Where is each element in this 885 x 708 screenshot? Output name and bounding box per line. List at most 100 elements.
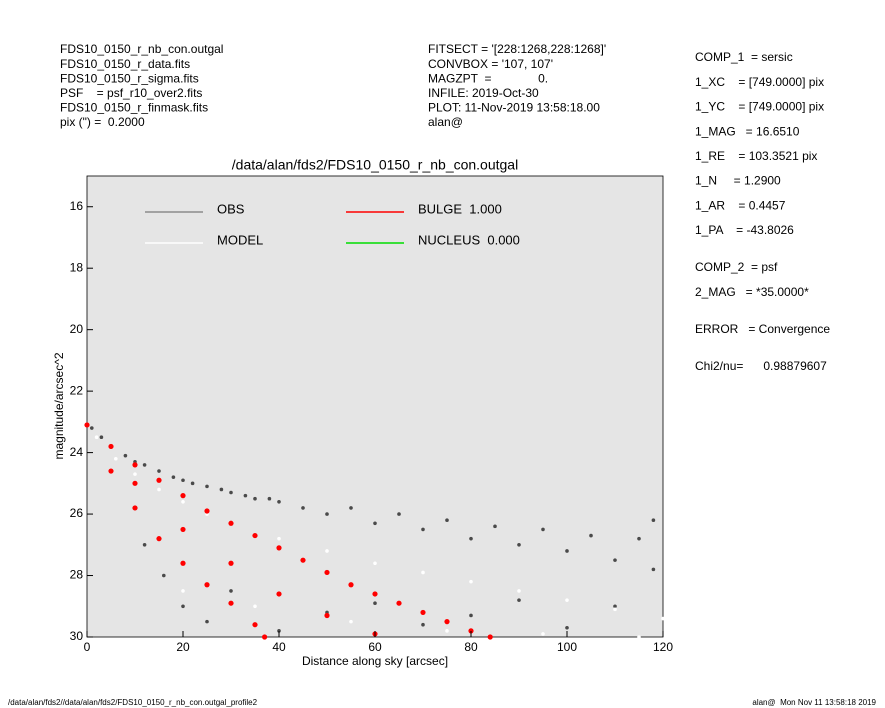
data-point: [276, 591, 282, 597]
data-point: [108, 443, 114, 450]
data-point: [133, 472, 137, 476]
data-point: [651, 518, 656, 523]
data-point: [325, 512, 329, 516]
data-point: [253, 604, 257, 609]
data-point: [171, 475, 176, 479]
fit-parameter: 1_AR = 0.4457: [695, 198, 786, 212]
header-left-line: FDS10_0150_r_nb_con.outgal: [60, 42, 223, 56]
data-point: [181, 499, 185, 504]
data-point: [181, 604, 185, 609]
legend-label: NUCLEUS 0.000: [418, 232, 520, 247]
data-point: [142, 543, 147, 547]
data-point: [613, 607, 617, 612]
data-point: [181, 589, 185, 593]
data-point: [253, 496, 257, 501]
data-points: [84, 422, 665, 640]
data-point: [132, 462, 138, 468]
data-point: [84, 422, 90, 428]
data-point: [262, 634, 268, 640]
fit-parameter: ERROR = Convergence: [695, 322, 830, 336]
data-point: [349, 619, 353, 624]
data-point: [114, 456, 118, 461]
data-point: [301, 506, 305, 510]
data-point: [228, 600, 234, 606]
fit-parameter: 1_MAG = 16.6510: [695, 124, 800, 138]
data-point: [228, 520, 234, 526]
header-mid-line: CONVBOX = '107, 107': [428, 57, 553, 71]
data-point: [94, 435, 99, 440]
data-point: [493, 524, 497, 529]
data-point: [229, 589, 233, 593]
data-point: [541, 632, 545, 636]
data-point: [445, 629, 449, 633]
y-tick-label: 20: [70, 322, 84, 336]
fit-parameter: 1_RE = 103.3521 pix: [695, 149, 817, 163]
data-point: [469, 536, 473, 541]
data-point: [396, 600, 402, 606]
data-point: [613, 558, 617, 562]
chart-title: /data/alan/fds2/FDS10_0150_r_nb_con.outg…: [232, 157, 518, 173]
fit-parameter: Chi2/nu= 0.98879607: [695, 359, 827, 373]
x-tick-label: 80: [464, 640, 478, 654]
header-left-line: FDS10_0150_r_finmask.fits: [60, 101, 208, 115]
data-point: [517, 589, 521, 593]
data-point: [661, 616, 665, 621]
data-point: [162, 573, 166, 578]
x-tick-label: 100: [557, 640, 577, 654]
y-tick-label: 30: [70, 629, 84, 643]
fit-parameter: 2_MAG = *35.0000*: [695, 285, 809, 299]
x-tick-label: 40: [272, 640, 286, 654]
data-point: [180, 526, 186, 533]
data-point: [325, 549, 329, 553]
data-point: [373, 521, 377, 526]
data-point: [469, 579, 473, 584]
data-point: [229, 490, 233, 495]
header-left-line: FDS10_0150_r_data.fits: [60, 57, 190, 71]
header-left-line: FDS10_0150_r_sigma.fits: [60, 71, 199, 85]
data-point: [180, 493, 186, 499]
data-point: [651, 567, 656, 572]
data-point: [190, 481, 195, 486]
data-point: [156, 477, 162, 483]
data-point: [421, 527, 425, 532]
y-tick-label: 22: [70, 383, 84, 397]
data-point: [132, 505, 138, 511]
data-point: [205, 619, 209, 624]
data-point: [276, 545, 282, 551]
data-point: [565, 598, 569, 602]
header-left-line: PSF = psf_r10_over2.fits: [60, 86, 202, 100]
data-point: [132, 480, 138, 486]
data-point: [469, 613, 473, 618]
data-point: [277, 629, 281, 633]
data-point: [180, 560, 186, 566]
data-point: [637, 635, 641, 639]
data-point: [372, 591, 378, 597]
fit-parameter: 1_N = 1.2900: [695, 174, 781, 188]
fit-parameter: COMP_1 = sersic: [695, 50, 793, 64]
data-point: [277, 536, 281, 541]
fit-parameter: 1_XC = [749.0000] pix: [695, 75, 824, 89]
data-point: [243, 493, 248, 498]
y-tick-label: 18: [70, 260, 84, 274]
x-tick-label: 120: [653, 640, 673, 654]
data-point: [468, 628, 474, 634]
data-point: [445, 518, 449, 523]
data-point: [517, 598, 521, 602]
data-point: [252, 532, 258, 539]
header-mid-line: PLOT: 11-Nov-2019 13:58:18.00: [428, 101, 600, 115]
y-axis-label: magnitude/arcsec^2: [52, 352, 66, 459]
data-point: [637, 536, 641, 541]
data-point: [181, 478, 185, 483]
data-point: [444, 619, 450, 625]
x-axis-label: Distance along sky [arcsec]: [302, 654, 448, 668]
data-point: [123, 453, 128, 458]
header-mid-line: FITSECT = '[228:1268,228:1268]': [428, 42, 606, 56]
footer-right: alan@ Mon Nov 11 13:58:18 2019: [752, 698, 876, 707]
data-point: [108, 468, 114, 474]
data-point: [324, 612, 330, 619]
data-point: [517, 543, 521, 547]
data-point: [267, 496, 272, 501]
x-tick-label: 0: [84, 640, 91, 654]
data-point: [156, 536, 162, 542]
